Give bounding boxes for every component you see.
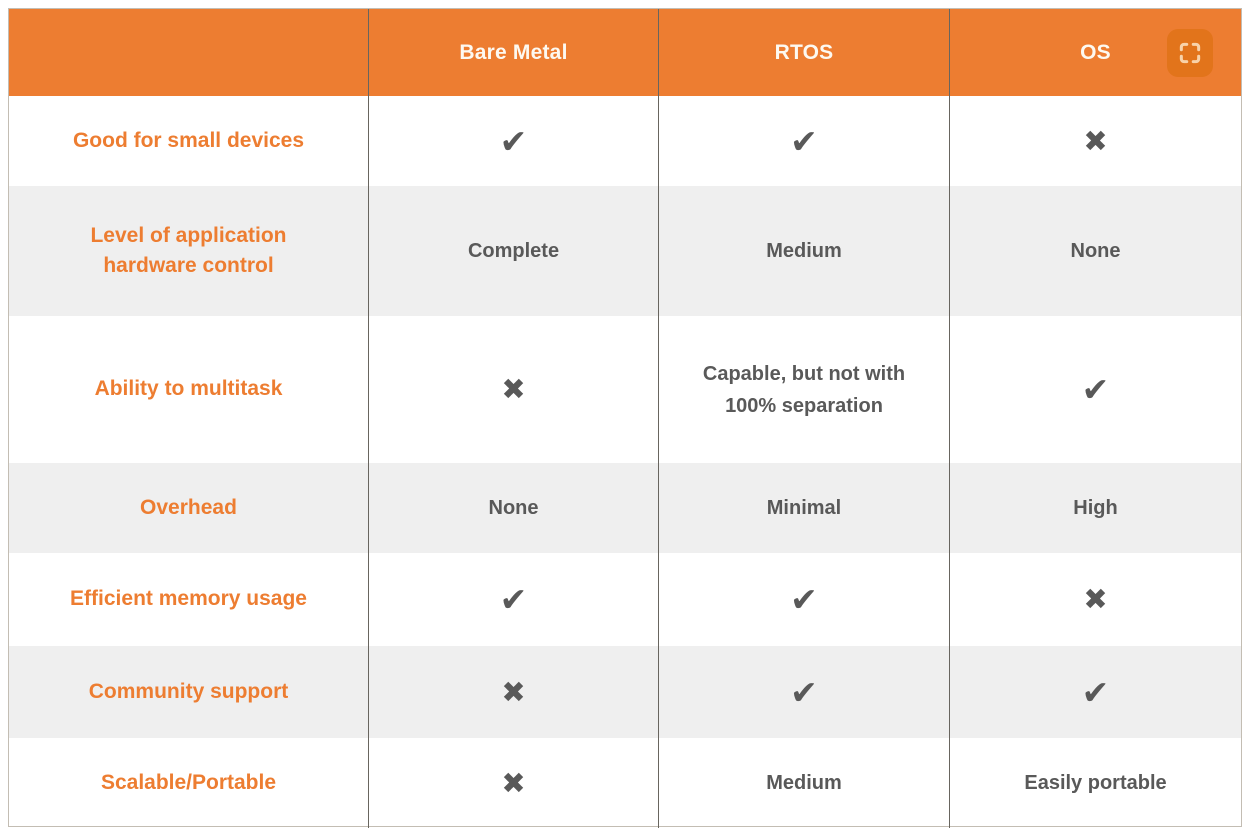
table-row: Good for small devices ✔ ✔ ✖ bbox=[9, 96, 1241, 186]
table-row: Community support ✖ ✔ ✔ bbox=[9, 646, 1241, 738]
value-text: Medium bbox=[766, 772, 842, 794]
value-cell: High bbox=[949, 463, 1241, 553]
table-body: Good for small devices ✔ ✔ ✖ Level of applic… bbox=[9, 96, 1241, 828]
fullscreen-expand-icon bbox=[1179, 42, 1201, 63]
cross-icon: ✖ bbox=[1083, 123, 1108, 158]
cross-icon: ✖ bbox=[501, 372, 526, 406]
row-label-cell: Ability to multitask bbox=[9, 316, 368, 463]
value-cell: None bbox=[368, 463, 658, 553]
table-row: Level of application hardware control Com… bbox=[9, 186, 1241, 316]
check-icon: ✔ bbox=[499, 580, 528, 619]
value-text: Medium bbox=[766, 240, 842, 262]
header-label: RTOS bbox=[774, 40, 834, 64]
value-cell: ✔ bbox=[949, 316, 1241, 463]
value-text: Capable, but not with 100% separation bbox=[702, 362, 906, 417]
table-row: Ability to multitask ✖ Capable, but not wi… bbox=[9, 316, 1241, 463]
table-header-row: Bare Metal RTOS OS bbox=[9, 9, 1241, 96]
row-label: Efficient memory usage bbox=[70, 587, 307, 611]
value-cell: Capable, but not with 100% separation bbox=[658, 316, 949, 463]
check-icon: ✔ bbox=[499, 121, 528, 161]
fullscreen-expand-button[interactable] bbox=[1167, 28, 1213, 77]
check-icon: ✔ bbox=[790, 580, 818, 619]
header-cell-bare-metal: Bare Metal bbox=[368, 9, 658, 96]
value-cell: Easily portable bbox=[949, 738, 1241, 828]
value-cell: ✖ bbox=[949, 96, 1241, 186]
row-label-cell: Community support bbox=[9, 646, 368, 738]
row-label: Good for small devices bbox=[72, 128, 305, 152]
value-cell: ✔ bbox=[368, 553, 658, 646]
row-label-cell: Scalable/Portable bbox=[9, 738, 368, 828]
check-icon: ✔ bbox=[1081, 672, 1110, 712]
check-icon: ✔ bbox=[790, 672, 818, 712]
value-cell: Medium bbox=[658, 186, 949, 316]
header-label: OS bbox=[1080, 40, 1111, 64]
header-label: Bare Metal bbox=[459, 40, 568, 64]
row-label-cell: Good for small devices bbox=[9, 96, 368, 186]
table-row: Scalable/Portable ✖ Medium Easily portable bbox=[9, 738, 1241, 828]
cross-icon: ✖ bbox=[501, 674, 526, 709]
row-label: Level of application hardware control bbox=[90, 223, 287, 277]
row-label: Overhead bbox=[140, 495, 237, 519]
value-cell: ✔ bbox=[949, 646, 1241, 738]
value-cell: ✔ bbox=[368, 96, 658, 186]
cross-icon: ✖ bbox=[1083, 582, 1108, 616]
value-cell: ✖ bbox=[949, 553, 1241, 646]
check-icon: ✔ bbox=[1081, 370, 1110, 409]
value-cell: ✔ bbox=[658, 646, 949, 738]
value-cell: ✔ bbox=[658, 553, 949, 646]
row-label: Scalable/Portable bbox=[100, 770, 277, 794]
cross-icon: ✖ bbox=[501, 765, 526, 800]
check-icon: ✔ bbox=[790, 121, 818, 161]
value-text: High bbox=[1073, 497, 1118, 519]
value-cell: ✖ bbox=[368, 738, 658, 828]
value-text: None bbox=[488, 497, 539, 519]
value-cell: ✖ bbox=[368, 316, 658, 463]
value-cell: ✖ bbox=[368, 646, 658, 738]
table-row: Efficient memory usage ✔ ✔ ✖ bbox=[9, 553, 1241, 646]
row-label-cell: Overhead bbox=[9, 463, 368, 553]
row-label: Ability to multitask bbox=[94, 377, 283, 401]
value-text: Easily portable bbox=[1024, 772, 1167, 794]
row-label-cell: Level of application hardware control bbox=[9, 186, 368, 316]
row-label: Community support bbox=[88, 679, 289, 703]
header-cell-rtos: RTOS bbox=[658, 9, 949, 96]
header-cell-empty bbox=[9, 9, 368, 96]
value-text: Minimal bbox=[766, 497, 842, 519]
comparison-table: Bare Metal RTOS OS Good for small devices ✔… bbox=[8, 8, 1242, 828]
value-text: None bbox=[1070, 240, 1121, 262]
value-cell: Minimal bbox=[658, 463, 949, 553]
value-cell: Medium bbox=[658, 738, 949, 828]
table-row: Overhead None Minimal High bbox=[9, 463, 1241, 553]
value-cell: ✔ bbox=[658, 96, 949, 186]
value-cell: Complete bbox=[368, 186, 658, 316]
row-label-cell: Efficient memory usage bbox=[9, 553, 368, 646]
header-cell-os: OS bbox=[949, 9, 1241, 96]
value-cell: None bbox=[949, 186, 1241, 316]
value-text: Complete bbox=[467, 240, 560, 262]
